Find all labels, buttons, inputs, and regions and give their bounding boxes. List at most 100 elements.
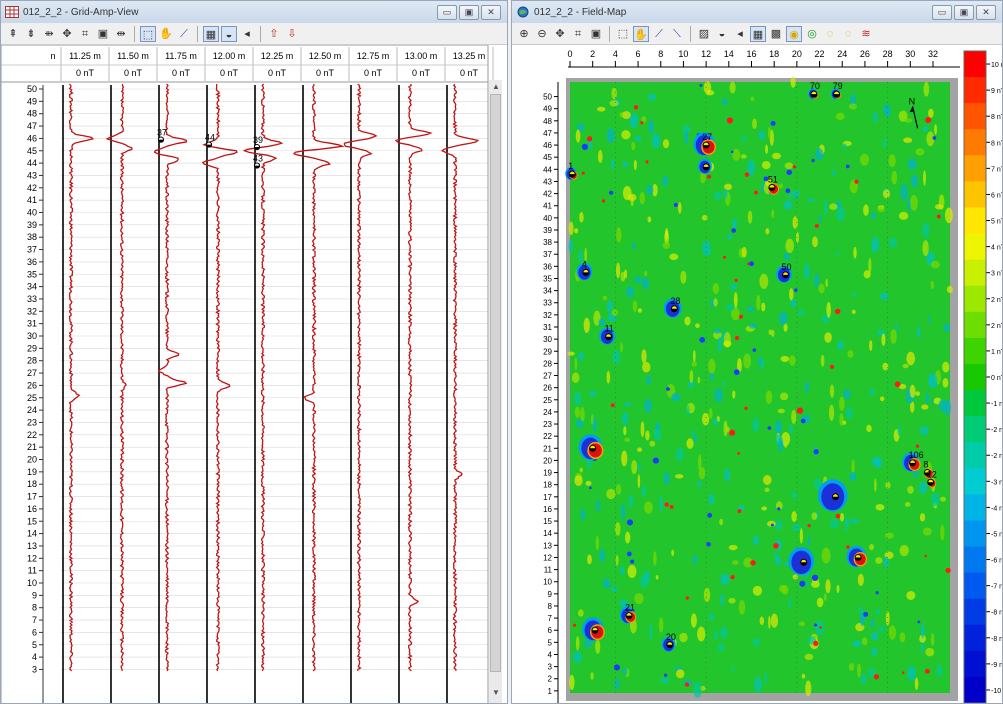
pan-icon[interactable]: ✥ bbox=[555, 27, 565, 40]
column-header[interactable]: 11.75 m bbox=[165, 51, 197, 61]
filter-icon[interactable]: ▨ bbox=[698, 27, 710, 40]
measure-tool-icon[interactable]: ⟋ bbox=[180, 27, 188, 40]
column-header[interactable]: 11.50 m bbox=[117, 51, 149, 61]
field-speck bbox=[627, 551, 632, 557]
target-icon[interactable]: ◎ bbox=[807, 27, 817, 40]
select-tool-icon[interactable]: ⬚ bbox=[617, 27, 629, 40]
zoom-out-vertical-icon[interactable]: ⇟ bbox=[26, 27, 36, 40]
column-header[interactable]: 12.75 m bbox=[357, 51, 390, 61]
grid-icon[interactable]: ▣ bbox=[97, 27, 109, 40]
zoom-in-icon[interactable]: ⊕ bbox=[519, 27, 529, 40]
grid-amp-view-window[interactable]: 012_2_2 - Grid-Amp-View ▭ ▣ ✕ ⇞ ⇟ ⇻ ✥ ⌗ … bbox=[0, 0, 508, 704]
map-anomaly[interactable]: 12 bbox=[927, 469, 937, 488]
row-label: 48 bbox=[27, 109, 37, 119]
map-anomaly[interactable] bbox=[846, 545, 868, 568]
field-map-window[interactable]: 012_2_2 - Field-Map ▭ ▣ ✕ ⊕ ⊖ ✥ ⌗ ▣ ⬚ ✋ … bbox=[511, 0, 1003, 704]
column-header[interactable]: 13.00 m bbox=[405, 51, 438, 61]
field-texture bbox=[693, 433, 697, 443]
map-anomaly[interactable] bbox=[697, 158, 712, 174]
map-anomaly[interactable] bbox=[578, 434, 604, 461]
row-label: 28 bbox=[27, 356, 37, 366]
column-header[interactable]: 12.25 m bbox=[261, 51, 294, 61]
arrow-icon[interactable]: ◂ bbox=[737, 27, 743, 40]
field-texture bbox=[874, 457, 883, 469]
grid-icon[interactable]: ▣ bbox=[590, 27, 602, 40]
field-texture bbox=[724, 468, 731, 482]
scroll-up-arrow[interactable]: ▲ bbox=[492, 82, 500, 91]
map-anomaly[interactable]: 4 bbox=[576, 259, 593, 281]
export-icon[interactable]: ⇧ bbox=[269, 27, 279, 40]
map-anomaly[interactable]: 50 bbox=[776, 262, 793, 283]
scroll-down-arrow[interactable]: ▼ bbox=[492, 688, 500, 697]
grid-amp-plot[interactable]: n 11.25 m 0 nT 11.50 m 0 nT 11.75 m 0 nT 12.00 … bbox=[1, 45, 508, 704]
grid-toggle-icon[interactable]: ▦ bbox=[203, 25, 219, 42]
legend-swatch bbox=[964, 181, 986, 208]
vertical-scrollbar[interactable]: ▲ ▼ bbox=[488, 80, 502, 703]
column-header[interactable]: 12.00 m bbox=[213, 51, 246, 61]
map-anomaly[interactable]: 106 bbox=[902, 450, 924, 472]
columns-icon[interactable]: ⇹ bbox=[116, 27, 126, 40]
map-anomaly[interactable]: 20 bbox=[661, 632, 676, 652]
pan-icon[interactable]: ✥ bbox=[62, 27, 72, 40]
maximize-button[interactable]: ▣ bbox=[954, 4, 974, 20]
marker-icon[interactable]: ◒ bbox=[718, 27, 726, 40]
wave-icon[interactable]: ≋ bbox=[861, 27, 871, 40]
minimize-button[interactable]: ▭ bbox=[437, 4, 457, 20]
minimize-button[interactable]: ▭ bbox=[932, 4, 952, 20]
field-texture bbox=[660, 677, 670, 685]
zoom-in-horizontal-icon[interactable]: ⇻ bbox=[44, 27, 54, 40]
fit-icon[interactable]: ⌗ bbox=[81, 27, 89, 40]
map-anomaly[interactable] bbox=[788, 547, 815, 576]
highlight-icon[interactable]: ◉ bbox=[786, 25, 802, 42]
map-anomaly[interactable]: 70 bbox=[808, 81, 820, 100]
column-header[interactable]: 12.50 m bbox=[309, 51, 342, 61]
profile-tool-icon[interactable]: ⟍ bbox=[673, 27, 681, 40]
map-anomaly[interactable]: 27 bbox=[693, 132, 717, 156]
field-texture bbox=[641, 116, 647, 123]
zoom-in-vertical-icon[interactable]: ⇞ bbox=[8, 27, 18, 40]
anomaly-marker[interactable]: 43 bbox=[253, 154, 263, 169]
import-icon[interactable]: ⇩ bbox=[287, 27, 297, 40]
circle-green-icon[interactable]: ◌ bbox=[844, 27, 852, 40]
anomaly-marker[interactable]: 37 bbox=[157, 128, 167, 143]
select-tool-icon[interactable]: ⬚ bbox=[140, 25, 156, 42]
map-anomaly[interactable]: 28 bbox=[663, 296, 682, 318]
hatch-icon[interactable]: ▩ bbox=[770, 27, 782, 40]
map-anomaly[interactable] bbox=[817, 479, 848, 512]
grid-toggle-icon[interactable]: ▦ bbox=[750, 25, 766, 42]
map-anomaly[interactable]: 8 bbox=[923, 460, 934, 479]
fit-icon[interactable]: ⌗ bbox=[574, 27, 582, 40]
map-anomaly[interactable]: 51 bbox=[768, 175, 780, 195]
anomaly-marker[interactable]: 39 bbox=[253, 135, 263, 151]
amplitude-trace bbox=[153, 83, 188, 672]
close-button[interactable]: ✕ bbox=[976, 4, 996, 20]
pick-tool-icon[interactable]: ✋ bbox=[159, 27, 173, 40]
field-texture bbox=[839, 396, 845, 411]
anomaly-marker[interactable]: 44 bbox=[205, 133, 215, 148]
arrow-icon[interactable]: ◂ bbox=[244, 27, 250, 40]
measure-tool-icon[interactable]: ⟋ bbox=[655, 27, 663, 40]
map-anomaly[interactable]: 1 bbox=[565, 161, 578, 181]
field-texture bbox=[580, 407, 585, 423]
circle-yellow-icon[interactable]: ◌ bbox=[826, 27, 834, 40]
marker-toggle-icon[interactable]: ◒ bbox=[221, 25, 237, 42]
map-anomaly[interactable]: 11 bbox=[599, 324, 616, 345]
field-texture bbox=[835, 251, 839, 257]
field-texture bbox=[616, 227, 622, 243]
maximize-button[interactable]: ▣ bbox=[459, 4, 479, 20]
map-anomaly[interactable]: 79 bbox=[830, 81, 843, 100]
zoom-out-icon[interactable]: ⊖ bbox=[537, 27, 547, 40]
close-button[interactable]: ✕ bbox=[481, 4, 501, 20]
column-header[interactable]: 11.25 m bbox=[69, 51, 101, 61]
field-texture bbox=[871, 236, 880, 252]
anomaly-label: 12 bbox=[927, 469, 937, 479]
field-texture bbox=[629, 113, 639, 129]
column-header[interactable]: 13.25 m bbox=[453, 51, 486, 61]
column-header[interactable]: n bbox=[50, 51, 55, 61]
map-anomaly[interactable] bbox=[582, 617, 605, 642]
pick-tool-icon[interactable]: ✋ bbox=[633, 25, 649, 42]
scroll-thumb[interactable] bbox=[490, 94, 501, 672]
field-texture bbox=[747, 210, 753, 224]
map-anomaly[interactable]: 21 bbox=[619, 603, 637, 624]
